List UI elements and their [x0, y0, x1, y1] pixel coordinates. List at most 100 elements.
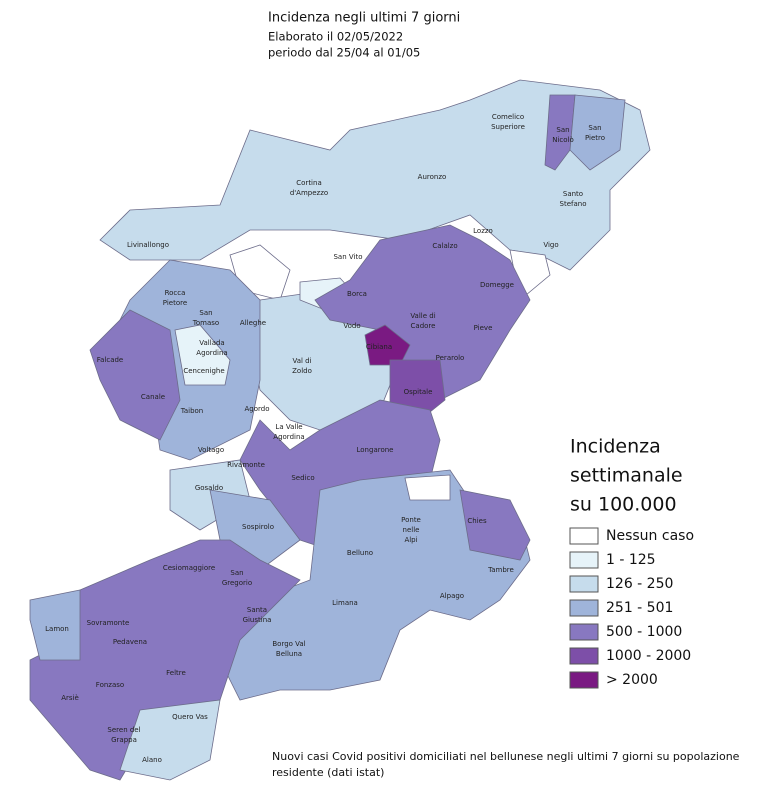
municipality-label: Fonzaso — [96, 681, 124, 689]
municipality-label: Livinallongo — [127, 241, 169, 249]
municipality-label: Ponte — [401, 516, 421, 524]
municipality-label: Belluno — [347, 549, 373, 557]
municipality-label: Vigo — [543, 241, 558, 249]
legend-swatch — [569, 551, 599, 569]
municipality-label: Superiore — [491, 123, 525, 131]
municipality-label: Lozzo — [473, 227, 493, 235]
municipality-label: San — [556, 126, 569, 134]
municipality-label: Perarolo — [436, 354, 465, 362]
municipality-label: Alleghe — [240, 319, 266, 327]
municipality-label: d'Ampezzo — [290, 189, 328, 197]
footnote: residente (dati istat) — [272, 766, 384, 779]
municipality-label: San — [199, 309, 212, 317]
municipality-label: Calalzo — [432, 242, 457, 250]
municipality-label: Taibon — [180, 407, 204, 415]
municipality-label: Canale — [141, 393, 165, 401]
legend-swatch — [569, 599, 599, 617]
municipality-label: Cortina — [296, 179, 321, 187]
municipality-label: Sedico — [291, 474, 314, 482]
municipality-label: Agordina — [273, 433, 304, 441]
municipality-label: Cadore — [411, 322, 436, 330]
municipality-label: Alano — [142, 756, 162, 764]
municipality-label: Voltago — [198, 446, 224, 454]
legend-label: 1000 - 2000 — [606, 648, 691, 664]
municipality-label: Giustina — [243, 616, 272, 624]
municipality-label: Tomaso — [192, 319, 219, 327]
municipality-label: Cencenighe — [183, 367, 224, 375]
municipality-label: Gregorio — [222, 579, 252, 587]
municipality-label: Ospitale — [404, 388, 433, 396]
region — [404, 474, 451, 501]
region — [29, 589, 81, 661]
legend: Incidenza settimanale su 100.000 Nessun cas… — [569, 436, 694, 689]
region — [99, 79, 651, 271]
legend-label: Nessun caso — [606, 528, 694, 544]
municipality-label: Longarone — [357, 446, 394, 454]
region — [544, 94, 576, 171]
legend-swatch — [569, 647, 599, 665]
region — [174, 324, 231, 386]
municipality-label: Val di — [292, 357, 311, 365]
region — [364, 324, 411, 366]
footnote: Nuovi casi Covid positivi domiciliati ne… — [272, 750, 740, 763]
municipality-label: Lamon — [45, 625, 69, 633]
legend-label: 1 - 125 — [606, 552, 656, 568]
municipality-label: Stefano — [560, 200, 587, 208]
municipality-label: San — [230, 569, 243, 577]
municipality-label: Gosaldo — [195, 484, 223, 492]
municipality-label: Grappa — [111, 736, 137, 744]
region — [89, 309, 181, 441]
legend-swatch — [569, 575, 599, 593]
municipality-label: Valle di — [410, 312, 435, 320]
municipality-label: Santo — [563, 190, 583, 198]
legend-swatch — [569, 527, 599, 545]
municipality-label: Domegge — [480, 281, 514, 289]
municipality-label: Comelico — [492, 113, 524, 121]
region — [119, 699, 221, 781]
map — [29, 79, 651, 781]
municipality-label: Quero Vas — [172, 713, 208, 721]
municipality-label: Vodo — [343, 322, 360, 330]
municipality-label: Arsiè — [61, 694, 79, 702]
legend-label: 500 - 1000 — [606, 624, 682, 640]
municipality-label: Vallada — [199, 339, 224, 347]
municipality-labels: Comelico Superiore San Nicolò San Pietro Auron… — [45, 113, 605, 764]
municipality-label: Belluna — [276, 650, 302, 658]
municipality-label: Limana — [332, 599, 358, 607]
municipality-label: Sovramonte — [87, 619, 130, 627]
municipality-label: Pietore — [163, 299, 187, 307]
region — [209, 489, 301, 571]
subtitle: Elaborato il 02/05/2022 — [268, 30, 403, 44]
municipality-label: San — [588, 124, 601, 132]
region — [314, 224, 531, 401]
municipality-label: Santa — [247, 606, 267, 614]
municipality-label: Seren del — [107, 726, 140, 734]
municipality-label: Alpi — [404, 536, 417, 544]
municipality-label: Pietro — [585, 134, 605, 142]
municipality-label: Borca — [347, 290, 367, 298]
municipality-label: nelle — [403, 526, 420, 534]
municipality-label: Rivamonte — [227, 461, 265, 469]
legend-title: settimanale — [570, 465, 683, 487]
legend-title: Incidenza — [570, 436, 661, 458]
region — [569, 94, 626, 171]
municipality-label: Zoldo — [292, 367, 312, 375]
legend-swatch — [569, 671, 599, 689]
municipality-label: Pieve — [474, 324, 493, 332]
subtitle: periodo dal 25/04 al 01/05 — [268, 46, 420, 60]
municipality-label: Pedavena — [113, 638, 147, 646]
municipality-label: Agordo — [245, 405, 270, 413]
municipality-label: Rocca — [165, 289, 186, 297]
municipality-label: Cibiana — [366, 343, 392, 351]
legend-swatch — [569, 623, 599, 641]
municipality-label: Feltre — [166, 669, 186, 677]
municipality-label: Tambre — [487, 566, 514, 574]
municipality-label: Sospirolo — [242, 523, 274, 531]
municipality-label: Cesiomaggiore — [163, 564, 215, 572]
legend-label: > 2000 — [606, 672, 658, 688]
municipality-label: Auronzo — [418, 173, 447, 181]
legend-label: 126 - 250 — [606, 576, 673, 592]
municipality-label: Alpago — [440, 592, 464, 600]
municipality-label: San Vito — [333, 253, 362, 261]
